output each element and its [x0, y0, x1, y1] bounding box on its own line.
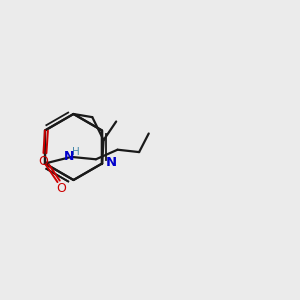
Text: O: O	[38, 155, 48, 168]
Text: O: O	[56, 182, 66, 195]
Text: N: N	[64, 150, 74, 163]
Text: N: N	[106, 156, 117, 170]
Text: H: H	[72, 146, 80, 157]
